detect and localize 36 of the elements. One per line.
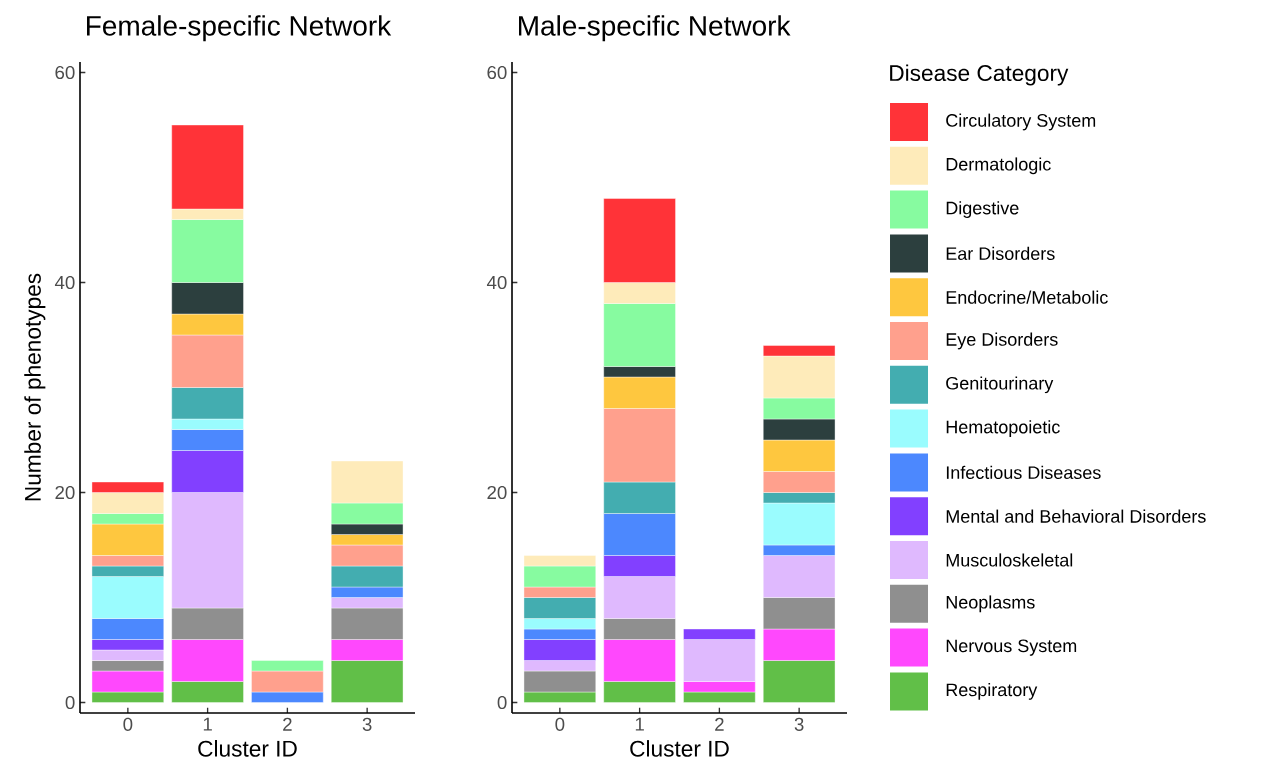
legend-label: Hematopoietic (946, 420, 1060, 437)
y-tick-label: 0 (497, 695, 507, 710)
y-tick-label: 20 (55, 485, 75, 500)
y-tick-label: 60 (487, 65, 507, 80)
legend-label: Genitourinary (946, 376, 1054, 394)
legend-label: Mental and Behavioral Disorders (946, 509, 1206, 523)
x-tick-label: 2 (715, 717, 724, 731)
legend-label: Ear Disorders (946, 246, 1055, 260)
x-tick-label: 3 (794, 717, 804, 731)
legend-title: Disease Category (890, 64, 1069, 86)
legend-label: Infectious Diseases (946, 465, 1101, 479)
legend-label: Circulatory System (946, 113, 1096, 131)
chart-title: Male-specific Network (519, 15, 791, 42)
y-tick-label: 40 (54, 275, 75, 290)
legend-label: Neoplasms (946, 595, 1035, 613)
x-tick-label: 1 (635, 717, 644, 731)
y-axis-title: Number of phenotypes (24, 273, 46, 501)
legend-label: Eye Disorders (946, 332, 1058, 350)
legend-label: Respiratory (946, 683, 1038, 700)
y-tick-label: 40 (486, 275, 507, 290)
y-tick-label: 20 (487, 485, 507, 500)
legend-label: Musculoskeletal (946, 553, 1073, 567)
x-tick-label: 3 (362, 717, 372, 731)
chart-title: Female-specific Network (87, 15, 392, 42)
x-tick-label: 2 (283, 717, 292, 731)
y-tick-label: 0 (65, 695, 75, 710)
x-tick-label: 0 (555, 717, 565, 731)
y-tick-label: 60 (55, 65, 75, 80)
x-axis-title: Cluster ID (198, 740, 297, 757)
legend-label: Dermatologic (946, 157, 1051, 175)
legend-label: Endocrine/Metabolic (946, 290, 1108, 304)
x-tick-label: 1 (203, 717, 212, 731)
x-tick-label: 0 (123, 717, 133, 731)
legend-label: Digestive (946, 201, 1019, 218)
x-axis-title: Cluster ID (630, 740, 729, 757)
legend-label: Nervous System (946, 639, 1077, 656)
